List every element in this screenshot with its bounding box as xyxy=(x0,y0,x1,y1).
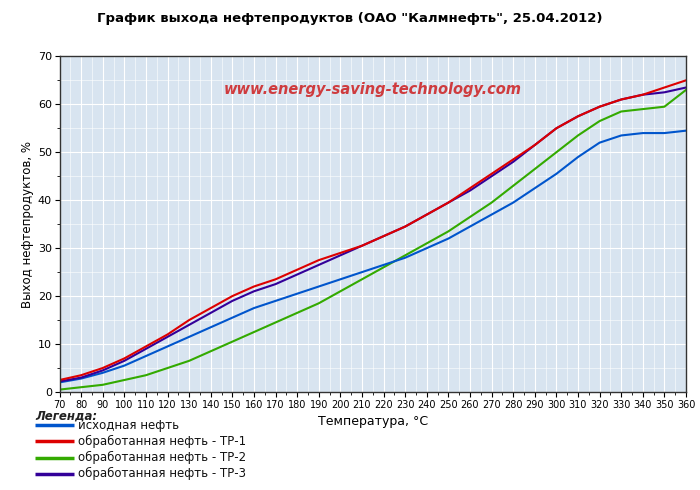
Text: обработанная нефть - ТР-3: обработанная нефть - ТР-3 xyxy=(78,467,246,480)
Text: www.energy-saving-technology.com: www.energy-saving-technology.com xyxy=(224,82,522,98)
Y-axis label: Выход нефтепродуктов, %: Выход нефтепродуктов, % xyxy=(20,141,34,308)
Text: исходная нефть: исходная нефть xyxy=(78,419,179,432)
X-axis label: Температура, °С: Температура, °С xyxy=(318,415,428,428)
Text: Легенда:: Легенда: xyxy=(35,409,97,422)
Text: обработанная нефть - ТР-2: обработанная нефть - ТР-2 xyxy=(78,451,246,464)
Text: График выхода нефтепродуктов (ОАО "Калмнефть", 25.04.2012): График выхода нефтепродуктов (ОАО "Калмн… xyxy=(97,12,603,25)
Text: обработанная нефть - ТР-1: обработанная нефть - ТР-1 xyxy=(78,435,246,448)
